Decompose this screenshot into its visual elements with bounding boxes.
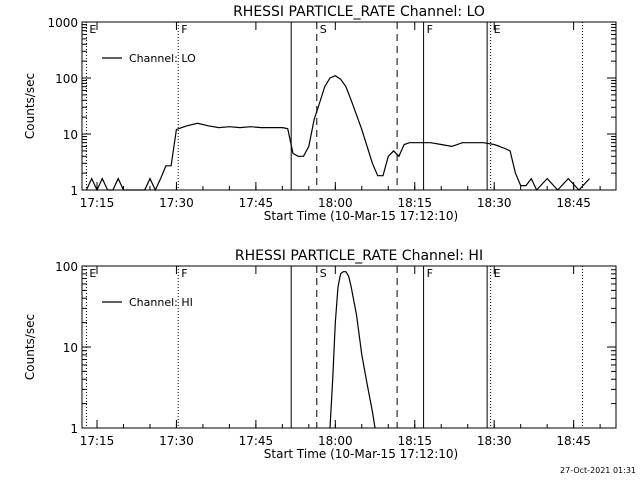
x-tick-label: 17:30 (159, 196, 194, 210)
y-tick-label: 100 (55, 72, 78, 86)
x-tick-label: 17:15 (80, 434, 115, 448)
x-axis-label: Start Time (10-Mar-15 17:12:10) (264, 209, 458, 223)
y-axis-label: Counts/sec (23, 73, 37, 139)
plot-frame (81, 21, 617, 191)
event-marker-label: F (427, 267, 433, 280)
event-marker-label: E (494, 267, 501, 280)
x-tick-label: 17:45 (239, 196, 274, 210)
y-tick-label: 100 (55, 260, 78, 274)
event-marker-label: S (320, 23, 327, 36)
series-line (85, 75, 590, 192)
legend-entry: Channel: HI (129, 296, 193, 309)
event-marker-label: F (427, 23, 433, 36)
x-tick-label: 17:15 (80, 196, 115, 210)
x-tick-label: 17:45 (239, 434, 274, 448)
y-tick-label: 10 (63, 341, 78, 355)
y-axis-label: Counts/sec (23, 314, 37, 380)
y-tick-label: 1000 (47, 16, 78, 30)
hi-channel-panel: RHESSI PARTICLE_RATE Channel: HI 17:15 17:… (23, 248, 617, 461)
event-marker-label: E (89, 267, 96, 280)
x-tick-label: 18:15 (397, 196, 432, 210)
x-tick-label: 18:45 (556, 196, 591, 210)
event-marker-label: E (494, 23, 501, 36)
x-tick-label: 18:15 (397, 434, 432, 448)
x-tick-label: 18:45 (556, 434, 591, 448)
event-marker-label: F (181, 23, 187, 36)
y-tick-label: 1 (70, 184, 78, 198)
chart-title: RHESSI PARTICLE_RATE Channel: LO (233, 4, 485, 20)
y-tick-label: 10 (63, 128, 78, 142)
footer-timestamp: 27-Oct-2021 01:31 (560, 466, 636, 475)
legend-entry: Channel: LO (129, 52, 196, 65)
plot-frame (81, 265, 617, 429)
chart-title: RHESSI PARTICLE_RATE Channel: HI (235, 248, 483, 264)
series-line (329, 271, 376, 429)
y-tick-label: 1 (70, 422, 78, 436)
event-marker-label: F (181, 267, 187, 280)
event-marker-label: S (320, 267, 327, 280)
x-tick-label: 18:30 (477, 434, 512, 448)
x-axis-label: Start Time (10-Mar-15 17:12:10) (264, 447, 458, 461)
x-tick-label: 18:00 (318, 196, 353, 210)
x-tick-label: 17:30 (159, 434, 194, 448)
x-tick-label: 18:30 (477, 196, 512, 210)
lo-channel-panel: RHESSI PARTICLE_RATE Channel: LO 17:15 17:… (23, 4, 617, 223)
x-tick-label: 18:00 (318, 434, 353, 448)
event-marker-label: E (89, 23, 96, 36)
